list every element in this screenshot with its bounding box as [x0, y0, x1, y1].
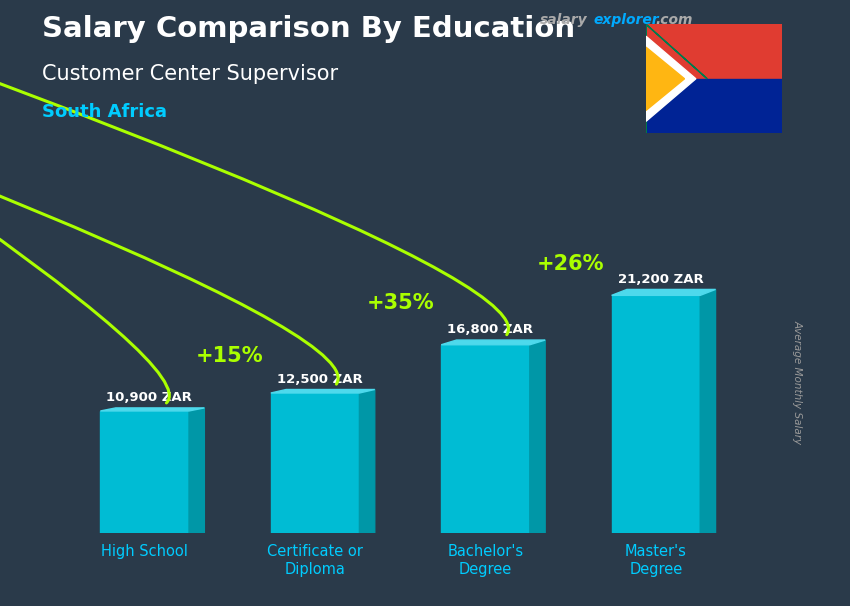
Text: Customer Center Supervisor: Customer Center Supervisor	[42, 64, 338, 84]
Text: explorer: explorer	[593, 13, 659, 27]
Polygon shape	[530, 340, 545, 533]
Bar	[646, 24, 782, 79]
Text: 21,200 ZAR: 21,200 ZAR	[618, 273, 704, 286]
Polygon shape	[360, 390, 375, 533]
Text: +26%: +26%	[537, 254, 604, 274]
Text: 12,500 ZAR: 12,500 ZAR	[277, 373, 363, 386]
Text: +35%: +35%	[366, 293, 434, 313]
Bar	[441, 345, 530, 533]
Polygon shape	[189, 408, 204, 533]
Polygon shape	[700, 290, 716, 533]
Polygon shape	[100, 408, 204, 411]
Polygon shape	[441, 340, 545, 345]
Bar	[100, 411, 189, 533]
Text: Salary Comparison By Education: Salary Comparison By Education	[42, 15, 575, 43]
Text: .com: .com	[655, 13, 693, 27]
Bar	[612, 295, 700, 533]
Text: salary: salary	[540, 13, 587, 27]
Polygon shape	[271, 390, 375, 393]
Polygon shape	[646, 47, 684, 110]
Text: South Africa: South Africa	[42, 103, 167, 121]
Polygon shape	[612, 290, 716, 295]
Text: Average Monthly Salary: Average Monthly Salary	[793, 320, 803, 444]
Polygon shape	[646, 24, 707, 133]
Text: 10,900 ZAR: 10,900 ZAR	[106, 391, 192, 404]
Text: +15%: +15%	[196, 346, 264, 366]
Bar	[271, 393, 360, 533]
Polygon shape	[646, 36, 696, 121]
Text: 16,800 ZAR: 16,800 ZAR	[447, 324, 533, 336]
Bar	[646, 79, 782, 133]
